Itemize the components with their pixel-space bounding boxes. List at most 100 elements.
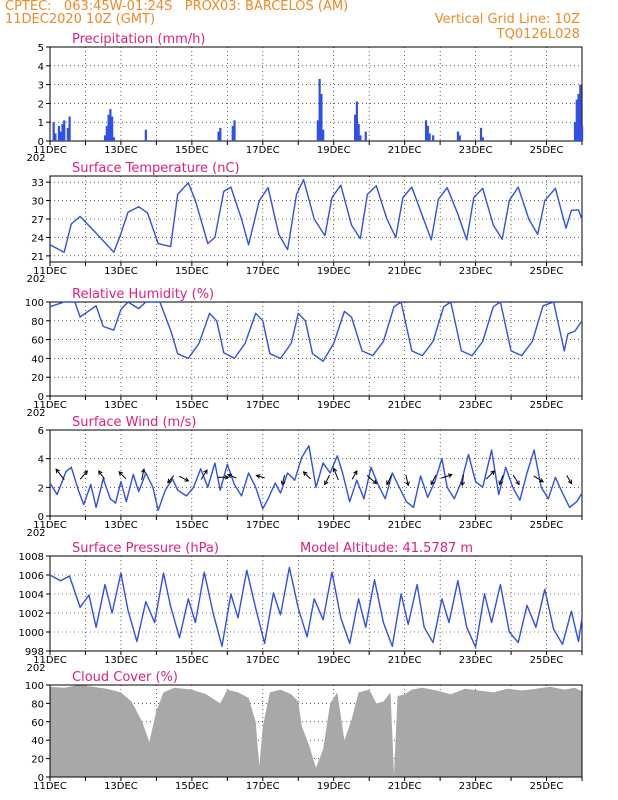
temp-series-line xyxy=(49,179,583,253)
y-tick-label: 0 xyxy=(38,137,44,148)
wind-arrow-shaft xyxy=(533,475,544,483)
wind-arrow xyxy=(200,469,208,480)
wind-arrow-shaft xyxy=(281,475,286,485)
wind-arrow-head xyxy=(430,480,435,486)
x-tick-label: 23DEC xyxy=(459,781,493,792)
wind-arrow xyxy=(351,470,358,480)
wind-arrow-shaft xyxy=(303,471,311,480)
y-tick-label: 0 xyxy=(38,392,44,403)
x-tick-label: 11DEC xyxy=(33,400,67,411)
x-tick-label: 17DEC xyxy=(246,145,280,156)
precip-bar xyxy=(112,137,116,141)
x-tick-label: 23DEC xyxy=(459,655,493,666)
wind-series-line xyxy=(49,445,583,511)
wind-arrow-shaft xyxy=(386,474,393,485)
y-tick-label: 2 xyxy=(38,483,44,494)
wind-arrow-head xyxy=(98,470,103,476)
panel-temp: 21 24 27 30 33 11DEC 13DEC 15DEC 17DEC 19DEC 21DEC… xyxy=(26,161,583,285)
precip-bar xyxy=(458,135,461,141)
y-tick-label: 40 xyxy=(31,354,44,365)
wind-arrow xyxy=(55,468,65,481)
precip-bar xyxy=(217,131,220,141)
precip-bar xyxy=(320,94,323,141)
y-tick-label: 6 xyxy=(38,426,44,437)
precip-bar xyxy=(575,99,578,141)
x-tick-label: 23DEC xyxy=(459,266,493,277)
wind-arrow xyxy=(324,474,330,486)
y-tick-label: 60 xyxy=(31,718,44,729)
y-tick-label: 4 xyxy=(38,62,44,73)
y-tick-label: 4 xyxy=(38,455,44,466)
y-tick-label: 1000 xyxy=(19,628,44,639)
wind-arrow xyxy=(566,475,572,485)
y-tick-label: 30 xyxy=(31,197,44,208)
header-date: 11DEC2020 10Z (GMT) xyxy=(5,12,156,27)
wind-arrow-shaft xyxy=(366,475,377,484)
panel-cloud: 0 20 40 60 80 100 11DEC 13DEC 15DEC 17DEC 19DEC 21D… xyxy=(25,670,583,792)
wind-arrow-head xyxy=(539,478,544,483)
wind-arrow-shaft xyxy=(405,474,409,486)
precip-bar xyxy=(59,131,62,141)
x-tick-label: 25DEC xyxy=(530,781,564,792)
x-tick-label: 11DEC xyxy=(33,266,67,277)
x-tick-label: 13DEC xyxy=(104,655,138,666)
precip-bar xyxy=(428,133,431,141)
x-tick-label: 21DEC xyxy=(388,266,422,277)
wind-arrow xyxy=(498,474,504,486)
precip-bar xyxy=(54,133,57,141)
wind-arrow-head xyxy=(490,470,496,475)
wind-arrow-shaft xyxy=(227,474,237,479)
wind-arrow xyxy=(405,474,410,487)
panel-wind: 0 2 4 6 11DEC 13DEC 15DEC 17DEC 19DEC 21DEC 23DEC 2… xyxy=(26,415,583,539)
pres-series-line xyxy=(49,566,583,648)
x-tick-label: 15DEC xyxy=(175,655,209,666)
x-tick-label: 17DEC xyxy=(246,266,280,277)
wind-arrow-shaft xyxy=(566,475,572,484)
y-tick-label: 0 xyxy=(38,512,44,523)
precip-bar xyxy=(432,135,435,141)
wind-arrow xyxy=(533,475,544,483)
panel-title: Surface Temperature (nC) xyxy=(72,161,240,176)
x-tick-label: 17DEC xyxy=(246,520,280,531)
header-model-id: TQ0126L028 xyxy=(496,27,580,42)
wind-arrow xyxy=(302,471,311,480)
panel-pres: 998 1000 1002 1004 1006 1008 11DEC 13DEC 15DEC 17… xyxy=(19,541,583,674)
wind-arrow xyxy=(485,470,496,480)
cloud-area xyxy=(50,685,582,777)
x-tick-label: 15DEC xyxy=(175,400,209,411)
wind-arrow-head xyxy=(118,471,124,476)
wind-arrow xyxy=(280,475,286,486)
wind-arrow xyxy=(460,474,465,487)
y-tick-label: 80 xyxy=(31,317,44,328)
wind-arrow-shaft xyxy=(178,475,189,482)
x-tick-label: 21DEC xyxy=(388,400,422,411)
wind-arrow-shaft xyxy=(333,468,339,481)
x-tick-label: 13DEC xyxy=(104,145,138,156)
x-tick-label: 19DEC xyxy=(317,266,351,277)
wind-arrow-head xyxy=(372,479,378,485)
precip-bar xyxy=(322,129,325,141)
wind-arrow-shaft xyxy=(499,474,504,485)
precip-bar xyxy=(144,129,147,141)
precip-bar xyxy=(355,101,358,141)
y-tick-label: 33 xyxy=(31,178,44,189)
x-tick-label: 13DEC xyxy=(104,400,138,411)
x-tick-label: 25DEC xyxy=(530,520,564,531)
x-year-label: 202 xyxy=(26,408,45,419)
precip-bar xyxy=(424,120,428,141)
y-tick-label: 1008 xyxy=(19,552,44,563)
x-tick-label: 23DEC xyxy=(459,520,493,531)
wind-arrow-head xyxy=(567,479,572,485)
x-tick-label: 21DEC xyxy=(388,145,422,156)
wind-arrow-head xyxy=(405,481,410,487)
x-tick-label: 11DEC xyxy=(33,145,67,156)
wind-arrow-head xyxy=(141,468,146,474)
wind-arrow-head xyxy=(167,478,172,484)
wind-arrow-shaft xyxy=(256,475,265,479)
header-line1: CPTEC: 063:45W-01:24S PROX03: BARCELOS (… xyxy=(5,0,349,14)
precip-bar xyxy=(359,135,362,141)
wind-arrow xyxy=(167,475,175,484)
panel-title: Relative Humidity (%) xyxy=(72,287,214,302)
x-tick-label: 25DEC xyxy=(530,145,564,156)
x-year-label: 202 xyxy=(26,528,45,539)
